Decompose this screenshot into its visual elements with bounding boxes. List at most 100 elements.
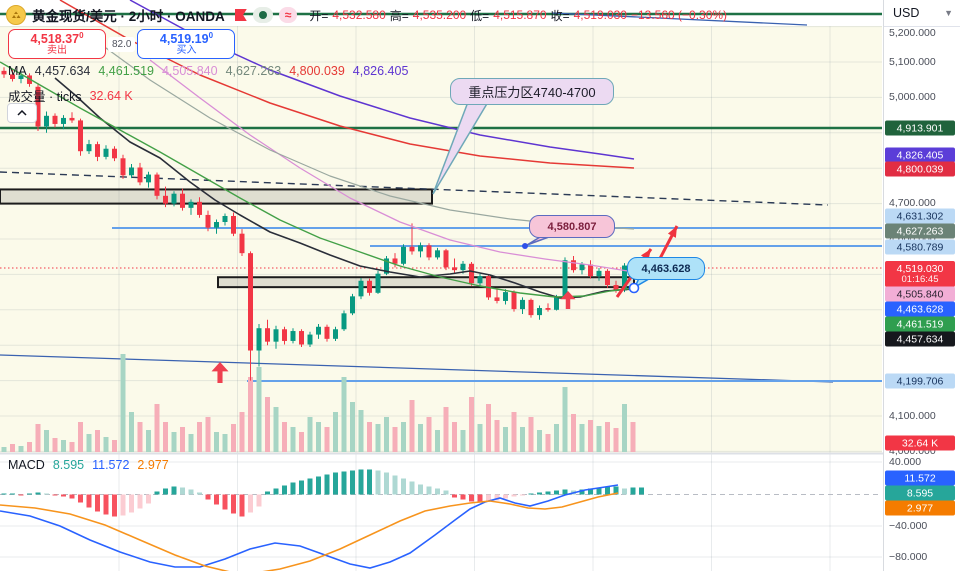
macd-hist-bar <box>137 494 143 509</box>
price-callout-4463[interactable]: 4,463.628 <box>627 257 705 280</box>
macd-hist-bar <box>622 488 627 495</box>
candle <box>163 195 168 204</box>
volume-bar <box>10 444 15 452</box>
volume-bar <box>86 434 92 452</box>
volume-bar <box>307 417 313 452</box>
volume-bar <box>350 402 355 452</box>
axis-label: 5,000.000 <box>889 91 936 103</box>
volume-bar <box>554 424 559 452</box>
ma-values: 4,457.634 4,461.519 4,505.840 4,627.263 4,80… <box>35 64 409 78</box>
approx-price-icon[interactable]: ≈ <box>278 7 298 23</box>
volume-legend: 成交量 · ticks 32.64 K <box>8 86 133 105</box>
price-axis[interactable]: 5,200.0005,100.0005,000.0004,700.0004,60… <box>883 0 960 571</box>
up-arrow-marker[interactable] <box>560 291 576 309</box>
volume-bar <box>588 420 593 452</box>
volume-bar <box>273 407 279 452</box>
legend-value: 4,457.634 <box>34 64 91 78</box>
candle <box>469 263 474 284</box>
volume-bar <box>562 387 568 452</box>
candle <box>358 280 364 297</box>
currency-selector[interactable]: USD ▼ <box>884 0 960 27</box>
macd-hist-bar <box>18 494 24 496</box>
buy-button[interactable]: 4,519.190 买入 <box>137 29 236 59</box>
macd-hist-bar <box>27 493 32 495</box>
change-value: −13.560 (−0.30%) <box>630 8 728 22</box>
volume-bar <box>239 412 245 452</box>
candle <box>460 263 466 271</box>
legend-value: 4,826.405 <box>352 64 409 78</box>
volume-bar <box>528 417 534 452</box>
volume-bar <box>197 422 202 452</box>
volume-bar <box>613 428 619 452</box>
axis-price-badge: 4,463.628 <box>885 301 955 317</box>
resistance-box-4740-4700[interactable] <box>0 188 433 205</box>
macd-hist-bar <box>418 484 423 495</box>
macd-hist-bar <box>486 494 491 502</box>
price-point-circle[interactable] <box>628 282 640 294</box>
candle <box>324 326 330 339</box>
volume-bar <box>137 422 143 452</box>
volume-bar <box>443 407 449 452</box>
sell-label: 卖出 <box>47 44 67 56</box>
axis-price-badge: 4,631.302 <box>885 208 955 224</box>
volume-bar <box>214 432 219 452</box>
up-arrow-marker[interactable] <box>211 362 229 383</box>
macd-legend: MACD 8.595 11.572 2.977 <box>8 458 169 472</box>
macd-hist-bar <box>86 494 92 508</box>
macd-hist-bar <box>367 469 372 495</box>
collapse-pane-button[interactable] <box>7 103 37 123</box>
macd-line <box>0 484 619 569</box>
macd-hist-bar <box>1 493 7 495</box>
candle <box>537 308 542 316</box>
volume-bar <box>511 412 517 452</box>
candle <box>520 299 525 310</box>
flag-icon[interactable] <box>234 9 247 21</box>
macd-hist-bar <box>375 470 381 495</box>
macd-hist-bar <box>222 494 228 510</box>
candle <box>554 297 559 310</box>
market-status-icon[interactable] <box>252 7 273 23</box>
axis-label: 5,200.000 <box>889 27 936 39</box>
candle <box>409 246 415 252</box>
axis-price-badge: 8.595 <box>885 485 955 501</box>
volume-bar <box>163 422 168 452</box>
volume-bar <box>605 422 610 452</box>
chart-header: 黄金现货/美元 · 2小时 · OANDA ≈ 开= 4,532.580 高= 4,… <box>6 4 727 26</box>
axis-label: −80.000 <box>889 551 928 563</box>
sell-button[interactable]: 4,518.370 卖出 <box>8 29 106 59</box>
resistance-callout[interactable]: 重点压力区4740-4700 <box>450 78 614 105</box>
macd-hist-bar <box>78 494 83 503</box>
spread-value: 82.0 <box>108 36 136 52</box>
channel-upper[interactable] <box>551 12 808 26</box>
macd-hist-bar <box>358 469 364 495</box>
macd-hist-bar <box>392 475 398 495</box>
volume-bar <box>188 434 194 452</box>
volume-bar <box>460 430 466 452</box>
macd-hist-bar <box>494 494 500 501</box>
candle <box>146 174 151 183</box>
volume-bar <box>282 422 287 452</box>
macd-hist-bar <box>537 492 542 495</box>
symbol-title[interactable]: 黄金现货/美元 · 2小时 · OANDA <box>32 9 225 24</box>
volume-bar <box>146 430 151 452</box>
volume-bar <box>205 417 211 452</box>
candle <box>188 201 194 208</box>
candle <box>265 328 270 342</box>
macd-hist-bar <box>443 490 449 495</box>
volume-bar <box>477 424 483 452</box>
macd-hist-bar <box>256 494 262 507</box>
channel-lower[interactable] <box>0 354 834 383</box>
macd-hist-bar <box>282 485 287 495</box>
volume-bar <box>579 424 585 452</box>
candle <box>154 174 160 196</box>
candle <box>350 296 355 314</box>
price-callout-4580[interactable]: 4,580.807 <box>529 215 615 238</box>
macd-hist-bar <box>239 494 245 517</box>
candle <box>435 250 440 258</box>
macd-hist-bar <box>120 494 126 516</box>
legend-value: 4,627.263 <box>225 64 282 78</box>
support-box-4492-4464[interactable] <box>217 276 635 289</box>
candle <box>477 276 483 284</box>
